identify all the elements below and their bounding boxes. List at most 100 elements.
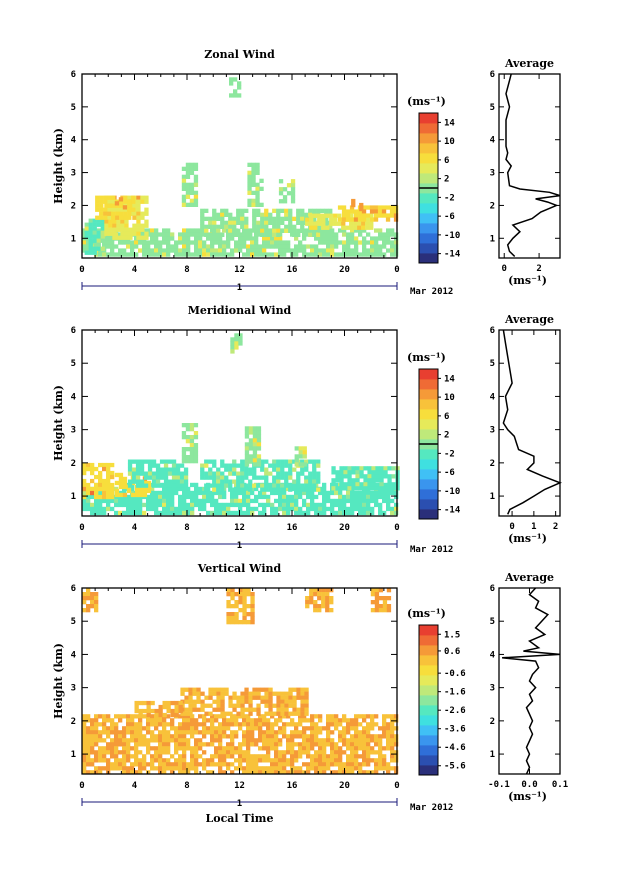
heatmap-cell bbox=[246, 734, 251, 739]
heatmap-cell bbox=[242, 494, 247, 500]
heatmap-cell bbox=[224, 467, 229, 472]
heatmap-cell bbox=[300, 208, 305, 213]
heatmap-cell bbox=[96, 230, 101, 235]
heatmap-cell bbox=[309, 217, 314, 222]
heatmap-cell bbox=[122, 730, 127, 735]
heatmap-cell bbox=[290, 248, 295, 253]
heatmap-cell bbox=[181, 186, 187, 191]
heatmap-cell bbox=[90, 742, 95, 747]
heatmap-cell bbox=[208, 224, 213, 229]
heatmap-cell bbox=[146, 498, 151, 504]
heatmap-cell bbox=[305, 217, 310, 222]
heatmap-cell bbox=[370, 588, 376, 593]
heatmap-cell bbox=[358, 510, 363, 516]
heatmap-cell bbox=[354, 490, 359, 496]
heatmap-cell bbox=[120, 231, 125, 236]
heatmap-cell bbox=[94, 754, 99, 759]
heatmap-cell bbox=[378, 738, 383, 743]
colorbar-swatch bbox=[419, 745, 438, 756]
heatmap-cell bbox=[322, 486, 327, 492]
heatmap-cell bbox=[242, 750, 247, 755]
heatmap-cell bbox=[383, 470, 388, 475]
heatmap-cell bbox=[278, 758, 283, 763]
heatmap-cell bbox=[304, 687, 309, 692]
heatmap-cell bbox=[110, 482, 115, 488]
average-y-tick-label: 6 bbox=[490, 326, 495, 336]
colorbar-tick-label: -10 bbox=[444, 487, 460, 497]
heatmap-cell bbox=[175, 471, 181, 476]
heatmap-cell bbox=[132, 231, 137, 236]
heatmap-cell bbox=[262, 734, 267, 739]
heatmap-cell bbox=[150, 248, 155, 253]
heatmap-cell bbox=[118, 734, 123, 739]
heatmap-cell bbox=[366, 714, 371, 719]
heatmap-cell bbox=[118, 472, 124, 478]
heatmap-cell bbox=[188, 699, 193, 704]
heatmap-cell bbox=[94, 750, 99, 755]
heatmap-cell bbox=[334, 714, 339, 719]
heatmap-cell bbox=[342, 738, 347, 743]
heatmap-cell bbox=[162, 738, 167, 743]
heatmap-cell bbox=[144, 223, 149, 228]
heatmap-cell bbox=[309, 588, 314, 593]
heatmap-cell bbox=[214, 252, 219, 257]
heatmap-cell bbox=[342, 228, 347, 233]
heatmap-cell bbox=[256, 483, 261, 488]
heatmap-cell bbox=[178, 742, 183, 747]
heatmap-cell bbox=[268, 691, 273, 696]
heatmap-cell bbox=[264, 220, 269, 225]
heatmap-cell bbox=[123, 215, 128, 220]
heatmap-cell bbox=[226, 726, 231, 731]
heatmap-cell bbox=[194, 766, 199, 771]
heatmap-cell bbox=[280, 220, 285, 225]
heatmap-cell bbox=[134, 754, 139, 759]
heatmap-cell bbox=[329, 221, 334, 226]
heatmap-cell bbox=[242, 490, 247, 496]
heatmap-cell bbox=[258, 766, 263, 771]
heatmap-cell bbox=[298, 750, 303, 755]
heatmap-cell bbox=[94, 730, 99, 735]
heatmap-cell bbox=[216, 483, 221, 488]
heatmap-cell bbox=[370, 506, 375, 512]
heatmap-cell bbox=[220, 699, 225, 704]
heatmap-cell bbox=[365, 217, 370, 222]
heatmap-cell bbox=[294, 754, 299, 759]
heatmap-cell bbox=[264, 208, 269, 213]
heatmap-cell bbox=[358, 228, 363, 233]
heatmap-cell bbox=[234, 746, 239, 751]
heatmap-cell bbox=[202, 730, 207, 735]
heatmap-cell bbox=[252, 208, 257, 213]
heatmap-cell bbox=[82, 596, 87, 601]
heatmap-cell bbox=[302, 718, 307, 723]
heatmap-cell bbox=[178, 730, 183, 735]
heatmap-cell bbox=[220, 695, 225, 700]
heatmap-cell bbox=[103, 215, 108, 220]
heatmap-cell bbox=[150, 758, 155, 763]
heatmap-cell bbox=[268, 220, 273, 225]
heatmap-cell bbox=[182, 490, 187, 496]
heatmap-cell bbox=[250, 766, 255, 771]
heatmap-cell bbox=[258, 726, 263, 731]
heatmap-cell bbox=[118, 498, 123, 504]
heatmap-cell bbox=[362, 714, 367, 719]
y-tick-label: 1 bbox=[71, 492, 76, 502]
heatmap-cell bbox=[230, 494, 235, 500]
heatmap-cell bbox=[146, 722, 151, 727]
average-y-tick-label: 6 bbox=[490, 70, 495, 80]
heatmap-cell bbox=[296, 220, 301, 225]
heatmap-cell bbox=[114, 754, 119, 759]
heatmap-cell bbox=[296, 695, 301, 700]
heatmap-cell bbox=[158, 722, 163, 727]
heatmap-cell bbox=[266, 252, 271, 257]
heatmap-cell bbox=[86, 746, 91, 751]
heatmap-cell bbox=[206, 244, 211, 249]
heatmap-cell bbox=[182, 494, 187, 500]
heatmap-cell bbox=[312, 459, 317, 464]
heatmap-cell bbox=[122, 510, 127, 516]
heatmap-cell bbox=[86, 588, 91, 593]
heatmap-cell bbox=[390, 734, 395, 739]
heatmap-cell bbox=[234, 766, 239, 771]
heatmap-cell bbox=[326, 742, 331, 747]
heatmap-cell bbox=[350, 750, 355, 755]
heatmap-cell bbox=[120, 219, 125, 224]
